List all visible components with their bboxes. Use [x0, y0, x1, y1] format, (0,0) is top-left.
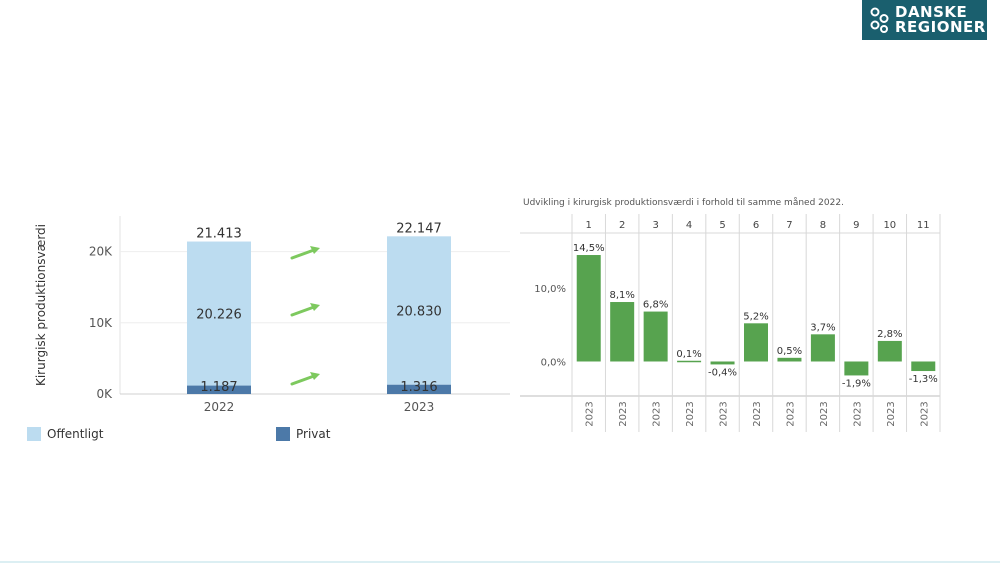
growth-arrowhead-icon: [310, 246, 320, 254]
month-bar: [744, 323, 768, 362]
month-bar: [710, 361, 735, 365]
logo-rings-icon: [870, 7, 889, 33]
chart-title: Udvikling i kirurgisk produktionsværdi i…: [523, 197, 844, 208]
legend-item-privat: Privat: [276, 427, 330, 441]
value-label-privat: 1.187: [200, 380, 237, 395]
month-bar: [777, 357, 802, 362]
x-tick-label: 2023: [404, 400, 435, 414]
month-bar: [576, 255, 601, 362]
month-bar: [877, 340, 902, 362]
y-tick-label: 0,0%: [541, 357, 566, 368]
legend-swatch-offentligt: [27, 427, 41, 441]
month-bar: [610, 302, 635, 362]
month-label: 7: [786, 220, 792, 231]
growth-arrowhead-icon: [310, 372, 320, 380]
value-label: 8,1%: [609, 290, 634, 301]
value-label-offentligt: 20.226: [196, 308, 242, 323]
y-tick-label: 20K: [89, 245, 113, 259]
value-label-offentligt: 20.830: [396, 304, 442, 319]
total-label: 22.147: [396, 221, 442, 236]
monthly-development-chart: Udvikling i kirurgisk produktionsværdi i…: [520, 197, 941, 432]
value-label-privat: 1.316: [400, 380, 437, 395]
y-tick-label: 0K: [96, 387, 113, 401]
value-label: 0,5%: [777, 346, 802, 357]
total-label: 21.413: [196, 227, 242, 242]
year-label: 2023: [819, 401, 830, 426]
bar-offentligt: [187, 241, 251, 386]
year-label: 2023: [752, 401, 763, 426]
y-tick-label: 10,0%: [534, 284, 566, 295]
legend-label-privat: Privat: [296, 427, 331, 441]
month-label: 4: [686, 220, 692, 231]
bar-privat: [187, 385, 251, 394]
month-label: 6: [753, 220, 759, 231]
month-label: 2: [619, 220, 625, 231]
year-label: 2023: [919, 401, 930, 426]
year-label: 2023: [618, 401, 629, 426]
year-label: 2023: [852, 401, 863, 426]
month-bar: [810, 334, 835, 362]
year-label: 2023: [585, 401, 596, 426]
growth-arrow-icon: [290, 374, 316, 386]
month-label: 11: [917, 220, 930, 231]
year-label: 2023: [785, 401, 796, 426]
value-label: 3,7%: [810, 322, 835, 333]
month-label: 3: [652, 220, 658, 231]
legend-swatch-privat: [276, 427, 290, 441]
month-label: 8: [820, 220, 826, 231]
month-bar: [911, 361, 936, 372]
y-axis-label: Kirurgisk produktionsværdi: [34, 224, 48, 386]
growth-arrow-icon: [290, 305, 316, 317]
value-label: -0,4%: [708, 367, 737, 378]
growth-arrowhead-icon: [310, 303, 320, 311]
year-label: 2023: [685, 401, 696, 426]
month-bar: [643, 311, 668, 362]
legend-item-offentligt: Offentligt: [27, 427, 103, 441]
month-bar: [677, 360, 702, 363]
logo-line-2: REGIONER: [895, 18, 986, 36]
month-label: 1: [586, 220, 592, 231]
logo-line-1: DANSKE: [895, 3, 968, 21]
danske-regioner-logo: DANSKE REGIONER: [862, 0, 987, 40]
month-label: 9: [853, 220, 859, 231]
month-label: 10: [883, 220, 896, 231]
value-label: -1,9%: [842, 378, 871, 389]
year-label: 2023: [886, 401, 897, 426]
month-label: 5: [719, 220, 725, 231]
production-value-chart: Kirurgisk produktionsværdi 0K 10K 20K 1.18…: [34, 216, 510, 414]
x-tick-label: 2022: [204, 400, 235, 414]
year-label: 2023: [652, 401, 663, 426]
value-label: -1,3%: [909, 374, 938, 385]
bar-privat: [387, 384, 451, 394]
growth-arrow-icon: [290, 248, 316, 260]
footer-divider: [0, 561, 1000, 563]
month-bar: [844, 361, 869, 376]
y-tick-label: 10K: [89, 316, 113, 330]
value-label: 2,8%: [877, 329, 902, 340]
year-label: 2023: [719, 401, 730, 426]
legend-label-offentligt: Offentligt: [47, 427, 104, 441]
bar-offentligt: [387, 236, 451, 385]
value-label: 5,2%: [743, 311, 768, 322]
value-label: 6,8%: [643, 300, 668, 311]
value-label: 0,1%: [676, 349, 701, 360]
value-label: 14,5%: [573, 243, 605, 254]
